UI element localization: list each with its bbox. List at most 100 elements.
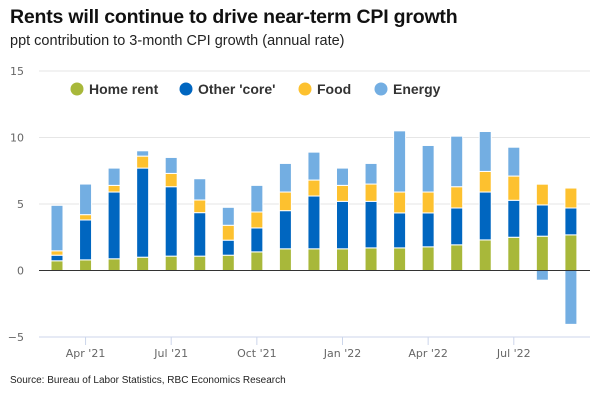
bar-segment-food[interactable]	[50, 250, 64, 256]
bar-segment-home-rent[interactable]	[107, 258, 121, 271]
bar-segment-energy[interactable]	[450, 135, 464, 188]
x-tick-label: Apr '21	[66, 347, 106, 360]
bar-segment-energy[interactable]	[564, 270, 578, 325]
source-note: Source: Bureau of Labor Statistics, RBC …	[10, 375, 286, 386]
bar-segment-home-rent[interactable]	[478, 239, 492, 272]
bar-segment-energy[interactable]	[136, 150, 150, 157]
bar-segment-home-rent[interactable]	[250, 251, 264, 272]
bar-segment-energy[interactable]	[164, 156, 178, 174]
bar-stack	[79, 183, 93, 271]
y-axis-ticks: 15 10 5 0 −5	[8, 65, 24, 344]
bar-stack	[307, 151, 321, 271]
bar-segment-food[interactable]	[450, 186, 464, 209]
x-tick-label: Jul '21	[153, 347, 188, 360]
bar-segment-home-rent[interactable]	[221, 254, 235, 272]
bar-segment-energy[interactable]	[478, 131, 492, 172]
bar-segment-food[interactable]	[478, 170, 492, 193]
bar-stack	[478, 131, 492, 272]
bar-segment-home-rent[interactable]	[79, 259, 93, 271]
bar-stack	[364, 162, 378, 271]
bar-segment-home-rent[interactable]	[136, 256, 150, 272]
legend-item[interactable]: Energy	[374, 81, 441, 97]
bar-segment-energy[interactable]	[50, 204, 64, 252]
bar-segment-home-rent[interactable]	[193, 255, 207, 271]
bar-segment-other-core[interactable]	[193, 212, 207, 257]
bar-segment-other-core[interactable]	[393, 212, 407, 249]
bar-segment-other-core[interactable]	[50, 254, 64, 262]
bar-segment-food[interactable]	[421, 191, 435, 214]
legend-item[interactable]: Other 'core'	[179, 81, 276, 97]
legend-label: Home rent	[89, 81, 159, 97]
bar-segment-food[interactable]	[79, 214, 93, 221]
y-tick-label: 5	[17, 198, 24, 211]
bar-segment-energy[interactable]	[421, 144, 435, 193]
bar-segment-home-rent[interactable]	[421, 246, 435, 272]
bar-segment-food[interactable]	[278, 191, 292, 212]
bar-segment-food[interactable]	[221, 224, 235, 241]
bar-segment-home-rent[interactable]	[164, 255, 178, 271]
bar-segment-other-core[interactable]	[336, 200, 349, 250]
legend-label: Food	[317, 81, 351, 97]
bar-segment-other-core[interactable]	[564, 207, 578, 236]
bar-segment-food[interactable]	[564, 187, 578, 209]
bar-segment-energy[interactable]	[364, 162, 378, 185]
bar-segment-food[interactable]	[164, 172, 178, 188]
bar-segment-home-rent[interactable]	[307, 248, 321, 271]
bar-segment-other-core[interactable]	[278, 210, 292, 250]
bar-segment-home-rent[interactable]	[364, 247, 378, 271]
bar-segment-energy[interactable]	[221, 206, 235, 226]
bar-segment-food[interactable]	[535, 183, 549, 206]
legend-marker-icon	[70, 82, 84, 96]
bar-segment-food[interactable]	[136, 155, 150, 169]
bar-segment-home-rent[interactable]	[278, 248, 292, 271]
bar-segment-energy[interactable]	[278, 162, 292, 193]
bar-segment-food[interactable]	[336, 184, 349, 202]
bar-segment-other-core[interactable]	[450, 207, 464, 246]
bar-segment-energy[interactable]	[336, 167, 349, 186]
bar-segment-food[interactable]	[193, 199, 207, 214]
bar-segment-other-core[interactable]	[507, 199, 521, 238]
bar-segment-energy[interactable]	[507, 146, 521, 177]
bar-stack	[507, 146, 521, 271]
legend-item[interactable]: Food	[298, 81, 352, 97]
bar-segment-other-core[interactable]	[364, 200, 378, 249]
bar-segment-energy[interactable]	[393, 130, 407, 193]
bar-segment-other-core[interactable]	[221, 239, 235, 256]
bar-segment-food[interactable]	[507, 175, 521, 201]
x-tick-label: Apr '22	[408, 347, 448, 360]
bar-segment-other-core[interactable]	[478, 191, 492, 241]
bar-segment-energy[interactable]	[307, 151, 321, 181]
bar-segment-food[interactable]	[393, 191, 407, 214]
bar-segment-other-core[interactable]	[107, 191, 121, 260]
bar-segment-energy[interactable]	[535, 270, 549, 281]
bar-segment-other-core[interactable]	[79, 219, 93, 261]
bar-segment-other-core[interactable]	[307, 195, 321, 250]
bar-segment-energy[interactable]	[107, 167, 121, 186]
bar-segment-food[interactable]	[250, 211, 264, 229]
bar-segment-energy[interactable]	[193, 178, 207, 201]
bar-segment-other-core[interactable]	[535, 204, 549, 237]
chart-title: Rents will continue to drive near-term C…	[10, 6, 458, 28]
bar-segment-other-core[interactable]	[250, 227, 264, 253]
bar-segment-food[interactable]	[107, 184, 121, 193]
bar-segment-home-rent[interactable]	[50, 260, 64, 271]
bar-segment-energy[interactable]	[250, 184, 264, 213]
bar-stack	[50, 204, 64, 271]
bar-segment-other-core[interactable]	[421, 212, 435, 248]
legend-item[interactable]: Home rent	[70, 81, 159, 97]
bar-segment-home-rent[interactable]	[450, 244, 464, 271]
bar-segment-home-rent[interactable]	[393, 247, 407, 271]
bar-segment-other-core[interactable]	[164, 186, 178, 257]
bar-stack	[450, 135, 464, 271]
bar-segment-home-rent[interactable]	[336, 248, 349, 271]
legend-marker-icon	[179, 82, 193, 96]
bar-segment-home-rent[interactable]	[535, 235, 549, 272]
bar-stack	[136, 150, 150, 272]
bar-segment-food[interactable]	[307, 179, 321, 197]
bar-segment-other-core[interactable]	[136, 167, 150, 258]
bar-segment-food[interactable]	[364, 183, 378, 202]
bar-segment-home-rent[interactable]	[507, 236, 521, 271]
bar-segment-energy[interactable]	[79, 183, 93, 216]
bar-stack	[278, 162, 292, 271]
bar-segment-home-rent[interactable]	[564, 234, 578, 272]
